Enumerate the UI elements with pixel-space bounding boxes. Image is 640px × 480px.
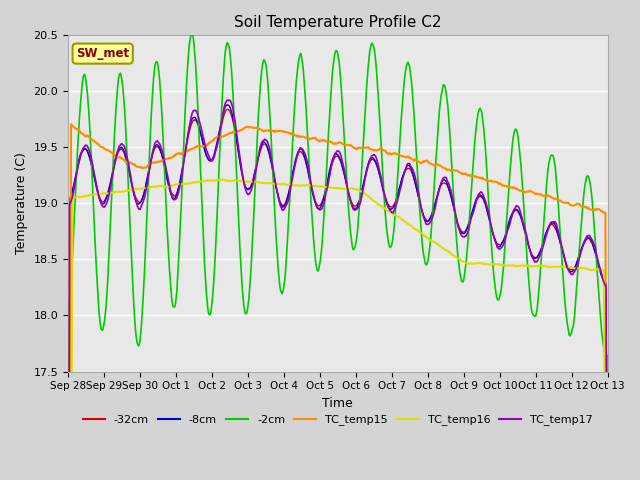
Legend: -32cm, -8cm, -2cm, TC_temp15, TC_temp16, TC_temp17: -32cm, -8cm, -2cm, TC_temp15, TC_temp16,… [78,410,598,430]
Title: Soil Temperature Profile C2: Soil Temperature Profile C2 [234,15,442,30]
Y-axis label: Temperature (C): Temperature (C) [15,153,28,254]
Text: SW_met: SW_met [76,47,129,60]
X-axis label: Time: Time [323,397,353,410]
